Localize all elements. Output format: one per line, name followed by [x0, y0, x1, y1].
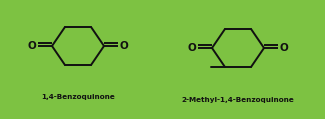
Text: 1,4-Benzoquinone: 1,4-Benzoquinone — [41, 94, 115, 100]
Text: O: O — [187, 43, 196, 53]
Text: O: O — [280, 43, 289, 53]
Text: O: O — [27, 41, 36, 51]
Text: 2-Methyl-1,4-Benzoquinone: 2-Methyl-1,4-Benzoquinone — [182, 97, 294, 103]
Text: O: O — [120, 41, 129, 51]
